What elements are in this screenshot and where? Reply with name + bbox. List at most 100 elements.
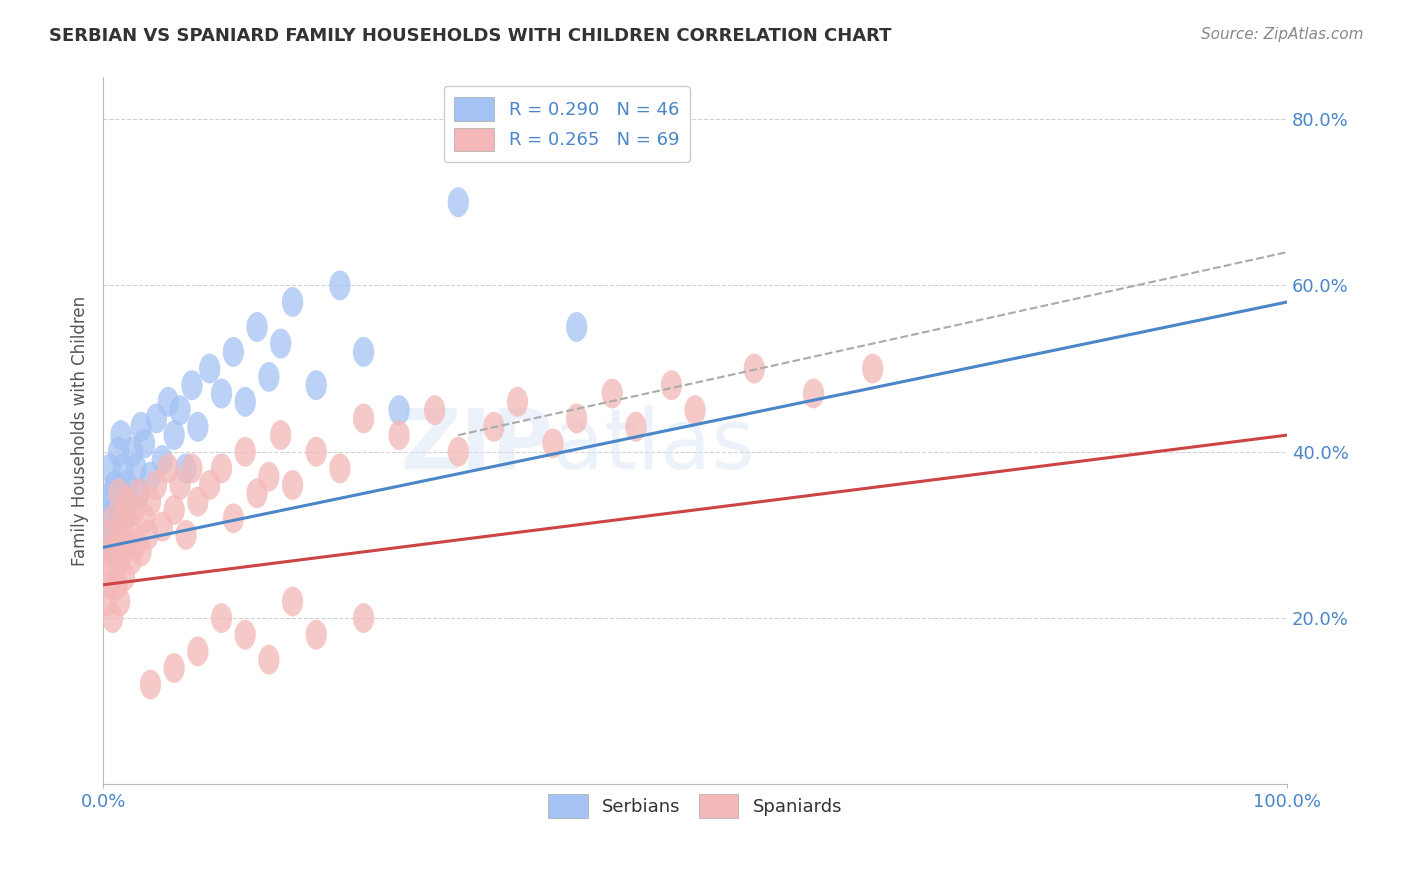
Ellipse shape: [105, 495, 127, 524]
Ellipse shape: [138, 520, 159, 549]
Ellipse shape: [222, 503, 245, 533]
Ellipse shape: [661, 370, 682, 401]
Ellipse shape: [235, 620, 256, 649]
Ellipse shape: [163, 653, 184, 683]
Ellipse shape: [222, 337, 245, 367]
Ellipse shape: [105, 537, 127, 566]
Ellipse shape: [101, 520, 122, 549]
Ellipse shape: [98, 537, 120, 566]
Ellipse shape: [353, 337, 374, 367]
Ellipse shape: [447, 437, 470, 467]
Ellipse shape: [101, 528, 122, 558]
Ellipse shape: [114, 562, 135, 591]
Ellipse shape: [139, 462, 162, 491]
Ellipse shape: [131, 412, 152, 442]
Text: SERBIAN VS SPANIARD FAMILY HOUSEHOLDS WITH CHILDREN CORRELATION CHART: SERBIAN VS SPANIARD FAMILY HOUSEHOLDS WI…: [49, 27, 891, 45]
Ellipse shape: [128, 478, 149, 508]
Ellipse shape: [685, 395, 706, 425]
Ellipse shape: [170, 395, 191, 425]
Ellipse shape: [115, 487, 136, 516]
Ellipse shape: [97, 520, 118, 549]
Ellipse shape: [626, 412, 647, 442]
Legend: Serbians, Spaniards: Serbians, Spaniards: [541, 788, 849, 825]
Ellipse shape: [211, 603, 232, 633]
Ellipse shape: [103, 503, 125, 533]
Ellipse shape: [157, 453, 179, 483]
Ellipse shape: [139, 487, 162, 516]
Ellipse shape: [111, 478, 132, 508]
Ellipse shape: [100, 570, 121, 599]
Ellipse shape: [862, 353, 883, 384]
Ellipse shape: [125, 528, 148, 558]
Text: Source: ZipAtlas.com: Source: ZipAtlas.com: [1201, 27, 1364, 42]
Ellipse shape: [305, 620, 328, 649]
Ellipse shape: [118, 487, 139, 516]
Ellipse shape: [744, 353, 765, 384]
Ellipse shape: [100, 453, 121, 483]
Ellipse shape: [108, 437, 129, 467]
Ellipse shape: [114, 503, 135, 533]
Ellipse shape: [543, 428, 564, 458]
Ellipse shape: [270, 420, 291, 450]
Ellipse shape: [125, 453, 148, 483]
Y-axis label: Family Households with Children: Family Households with Children: [72, 296, 89, 566]
Ellipse shape: [425, 395, 446, 425]
Ellipse shape: [96, 503, 117, 533]
Ellipse shape: [110, 420, 132, 450]
Ellipse shape: [305, 370, 328, 401]
Ellipse shape: [602, 378, 623, 409]
Ellipse shape: [211, 453, 232, 483]
Ellipse shape: [506, 387, 529, 417]
Ellipse shape: [163, 420, 184, 450]
Ellipse shape: [283, 470, 304, 500]
Ellipse shape: [112, 503, 134, 533]
Ellipse shape: [103, 478, 124, 508]
Ellipse shape: [246, 478, 267, 508]
Ellipse shape: [112, 453, 134, 483]
Ellipse shape: [103, 603, 124, 633]
Ellipse shape: [103, 537, 125, 566]
Ellipse shape: [170, 470, 191, 500]
Ellipse shape: [259, 645, 280, 674]
Ellipse shape: [567, 312, 588, 342]
Text: ZIP: ZIP: [401, 405, 553, 485]
Ellipse shape: [104, 553, 125, 583]
Ellipse shape: [353, 403, 374, 434]
Ellipse shape: [329, 453, 350, 483]
Ellipse shape: [134, 503, 155, 533]
Ellipse shape: [118, 512, 139, 541]
Ellipse shape: [111, 537, 132, 566]
Ellipse shape: [567, 403, 588, 434]
Ellipse shape: [259, 362, 280, 392]
Ellipse shape: [329, 270, 350, 301]
Ellipse shape: [388, 395, 409, 425]
Ellipse shape: [200, 470, 221, 500]
Ellipse shape: [128, 478, 149, 508]
Ellipse shape: [187, 412, 208, 442]
Ellipse shape: [134, 428, 155, 458]
Ellipse shape: [283, 287, 304, 317]
Ellipse shape: [270, 328, 291, 359]
Ellipse shape: [211, 378, 232, 409]
Ellipse shape: [283, 586, 304, 616]
Ellipse shape: [146, 470, 167, 500]
Ellipse shape: [353, 603, 374, 633]
Ellipse shape: [181, 370, 202, 401]
Ellipse shape: [104, 470, 125, 500]
Ellipse shape: [152, 512, 173, 541]
Ellipse shape: [388, 420, 409, 450]
Ellipse shape: [110, 586, 131, 616]
Text: atlas: atlas: [553, 405, 755, 485]
Ellipse shape: [117, 470, 138, 500]
Ellipse shape: [200, 353, 221, 384]
Ellipse shape: [803, 378, 824, 409]
Ellipse shape: [121, 545, 142, 574]
Ellipse shape: [484, 412, 505, 442]
Ellipse shape: [124, 495, 145, 524]
Ellipse shape: [146, 403, 167, 434]
Ellipse shape: [108, 478, 129, 508]
Ellipse shape: [259, 462, 280, 491]
Ellipse shape: [139, 670, 162, 699]
Ellipse shape: [122, 437, 143, 467]
Ellipse shape: [176, 520, 197, 549]
